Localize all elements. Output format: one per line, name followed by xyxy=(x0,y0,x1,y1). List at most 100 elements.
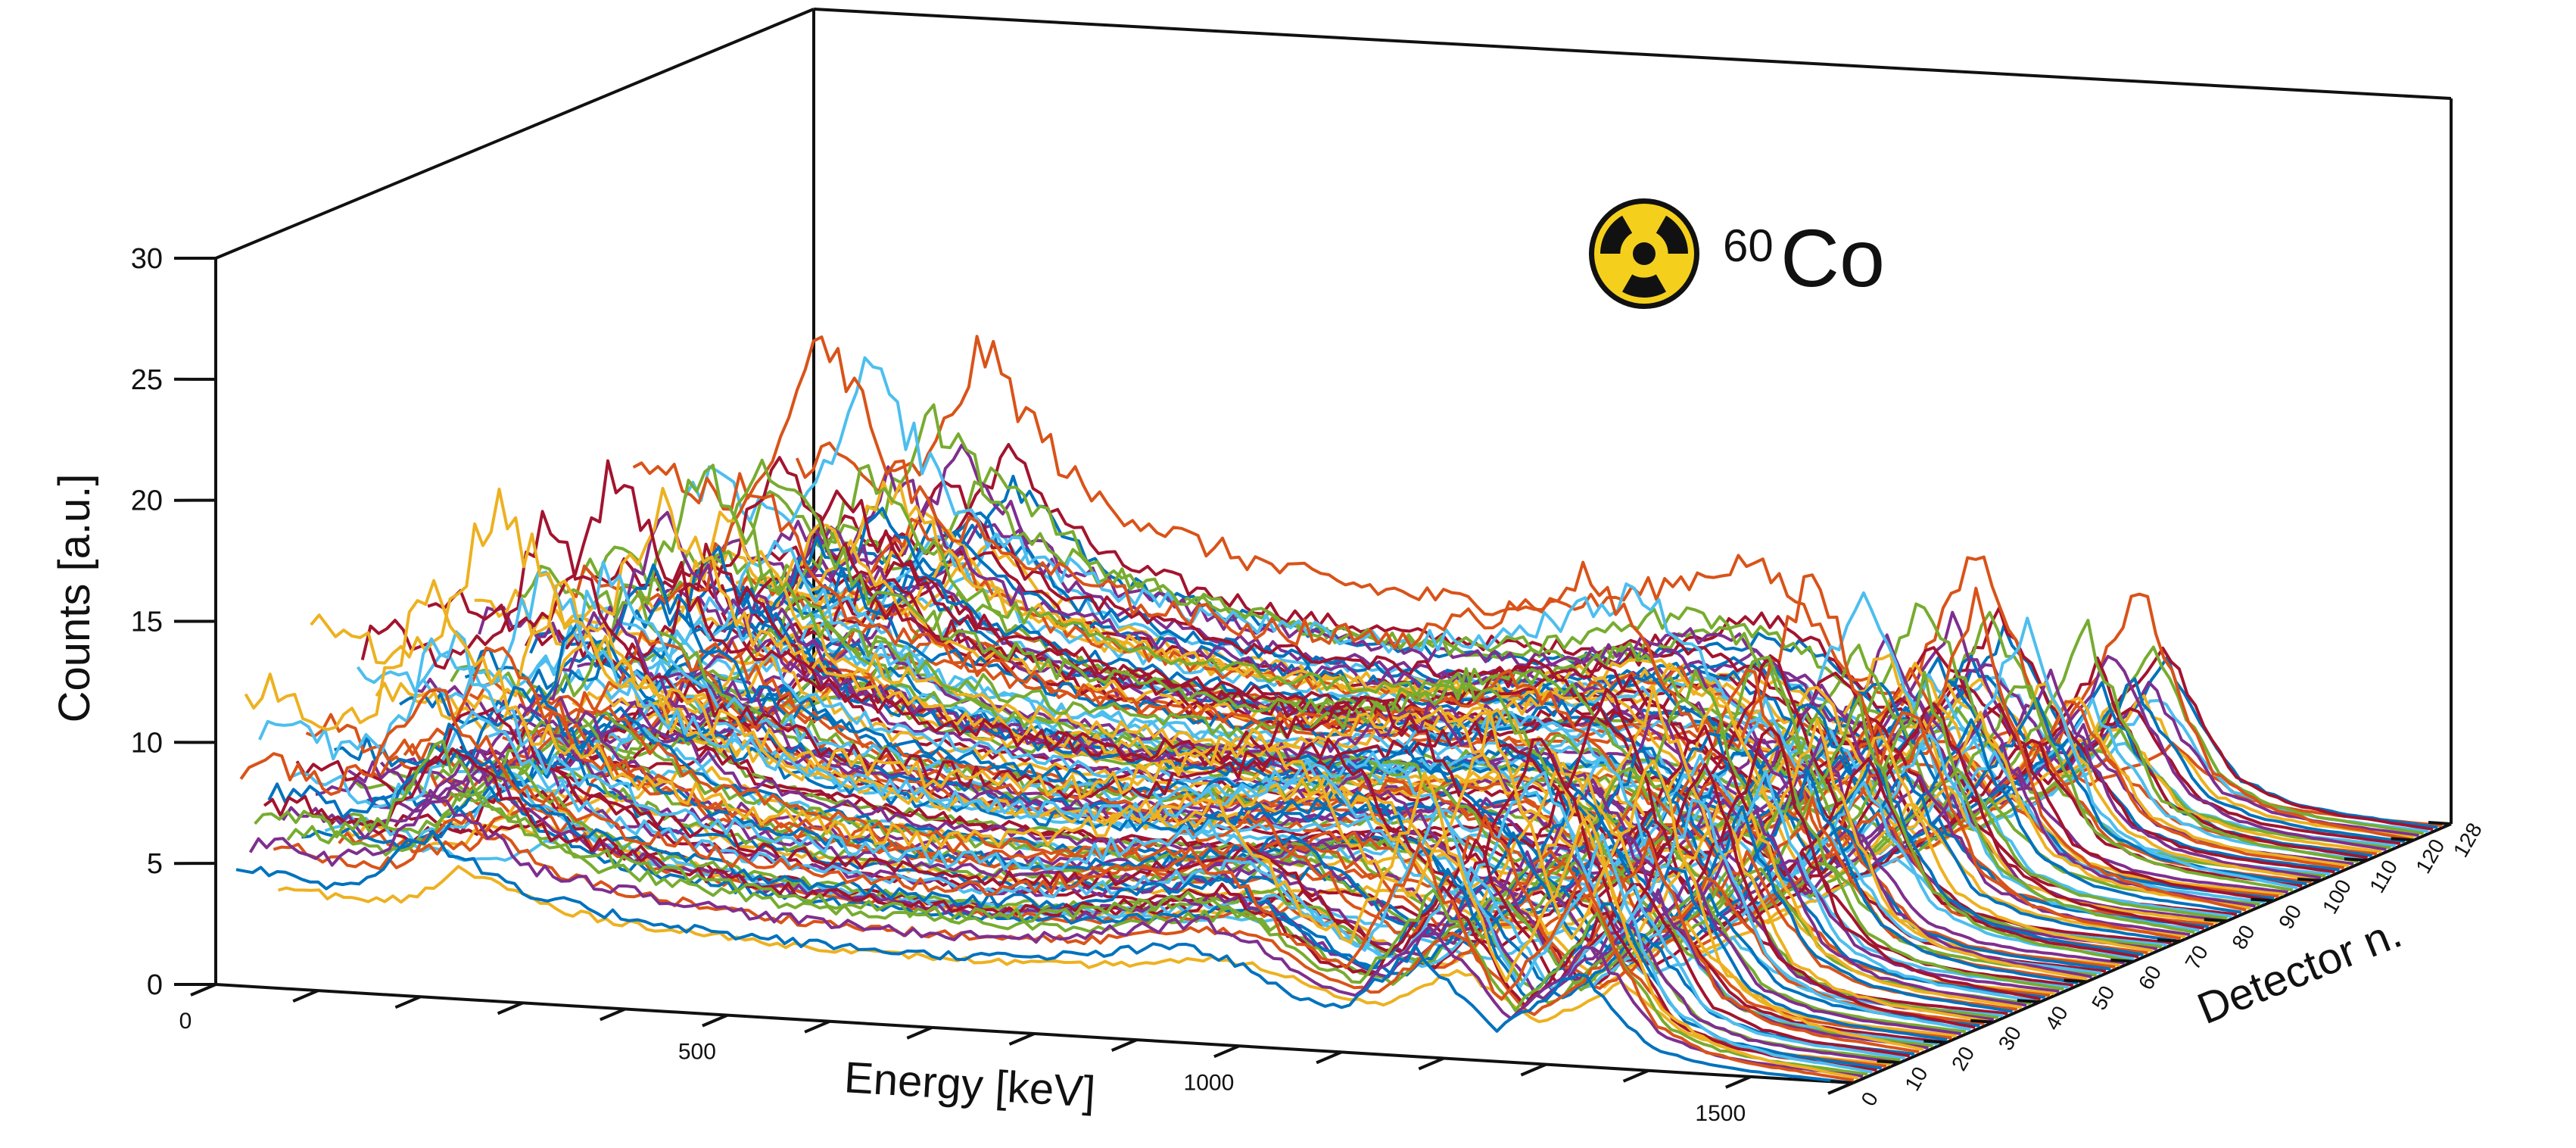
z-tick-label: 20 xyxy=(131,485,163,517)
x-tick xyxy=(804,1019,830,1034)
x-tick xyxy=(1725,1075,1752,1089)
y-tick-label: 50 xyxy=(2087,981,2119,1013)
x-tick xyxy=(702,1013,728,1028)
spectrum-line xyxy=(427,459,2041,1001)
spectrum-line xyxy=(632,335,2247,912)
spectrum-line xyxy=(669,667,2284,896)
x-tick xyxy=(1213,1044,1240,1059)
x-tick xyxy=(1520,1062,1547,1077)
y-tick-label: 20 xyxy=(1947,1043,1979,1075)
z-tick-label: 25 xyxy=(131,364,163,396)
y-tick xyxy=(1830,1080,1854,1084)
y-tick-label: 70 xyxy=(2181,941,2213,973)
spectrum-line xyxy=(524,542,2139,959)
spectrum-line xyxy=(291,710,1905,1060)
spectrum-line xyxy=(795,335,2410,841)
y-tick-label: 128 xyxy=(2449,819,2487,861)
z-tick-label: 15 xyxy=(131,607,163,638)
spectrum-line xyxy=(366,742,1980,1028)
spectrum-line xyxy=(334,685,1948,1042)
radiation-trefoil-icon xyxy=(1589,198,1699,309)
x-tick xyxy=(190,983,216,997)
y-tick-label: 0 xyxy=(1856,1088,1883,1110)
y-axis-label: Detector n. xyxy=(2191,908,2408,1034)
y-tick xyxy=(2250,897,2274,903)
y-tick-label: 110 xyxy=(2365,856,2402,897)
spectrum-line xyxy=(790,511,2406,844)
x-tick xyxy=(1110,1038,1138,1052)
z-axis-label: Counts [a.u.] xyxy=(50,474,99,723)
z-tick-label: 30 xyxy=(131,243,163,275)
x-tick-label: 1500 xyxy=(1695,1101,1746,1126)
spectrum-line xyxy=(749,535,2363,862)
y-tick xyxy=(2428,821,2452,825)
spectrum-line xyxy=(683,356,2298,890)
y-tick xyxy=(2157,938,2181,943)
y-tick xyxy=(1970,1019,1994,1024)
spectrum-line xyxy=(379,697,1995,1022)
spectrum-line xyxy=(399,617,2013,1013)
spectrum-line xyxy=(267,722,1883,1070)
x-tick-label: 1000 xyxy=(1184,1070,1235,1095)
x-tick xyxy=(1418,1056,1445,1071)
x-axis-label: Energy [keV] xyxy=(843,1053,1096,1117)
y-tick-label: 120 xyxy=(2411,835,2449,878)
spectrum-line xyxy=(301,785,1915,1056)
x-axis-ticks: 0 500 1000 1500 xyxy=(179,983,1854,1126)
spectrum-line xyxy=(755,479,2368,859)
z-tick-label: 10 xyxy=(131,727,163,759)
y-tick xyxy=(2064,978,2087,984)
spectrum-line xyxy=(408,622,2023,1009)
x-tick-label: 0 xyxy=(179,1009,192,1034)
x-tick xyxy=(1622,1068,1649,1083)
y-tick-label: 60 xyxy=(2134,962,2166,994)
y-axis-line xyxy=(1852,822,2452,1084)
spectrum-line xyxy=(474,487,2088,981)
box-edge-left-top xyxy=(215,8,815,260)
spectrum-line xyxy=(413,611,2027,1007)
spectrum-line xyxy=(768,554,2382,853)
spectrum-line xyxy=(809,466,2424,835)
box-edge-back-top xyxy=(813,8,2452,100)
spectrum-line xyxy=(254,739,1868,1076)
y-tick-label: 100 xyxy=(2318,875,2356,918)
x-tick xyxy=(906,1026,933,1040)
spectrum-line xyxy=(248,799,1864,1078)
spectrum-line xyxy=(818,443,2434,831)
spectrum-line xyxy=(539,510,2154,953)
spectrum-line xyxy=(258,630,1873,1074)
spectrum-line xyxy=(566,493,2182,941)
x-tick xyxy=(1008,1032,1036,1046)
y-tick xyxy=(1877,1059,1900,1065)
y-tick-label: 10 xyxy=(1900,1062,1932,1094)
spectrum-line xyxy=(263,747,1877,1072)
y-tick-label: 90 xyxy=(2274,901,2306,933)
x-tick xyxy=(394,995,422,1009)
spectrum-line xyxy=(422,560,2036,1003)
x-tick xyxy=(600,1007,626,1022)
spectrum-line xyxy=(805,522,2419,838)
spectrum-line xyxy=(502,677,2116,969)
x-tick xyxy=(1316,1050,1342,1065)
spectra-group xyxy=(235,335,2443,1084)
spectrum-line xyxy=(744,403,2359,863)
spectrum-line xyxy=(239,688,1855,1082)
x-tick xyxy=(1827,1081,1854,1095)
x-tick xyxy=(292,989,319,1003)
z-tick-label: 5 xyxy=(147,848,163,880)
y-tick-label: 30 xyxy=(1994,1022,2026,1054)
isotope-annotation: 60 Co xyxy=(1589,198,1885,309)
y-tick-label: 80 xyxy=(2227,921,2259,953)
spectrum-line xyxy=(787,548,2401,845)
spectrum-line xyxy=(706,465,2322,880)
spectrum-line xyxy=(360,510,1976,1029)
spectrum-line xyxy=(244,579,1859,1080)
isotope-mass-number: 60 xyxy=(1723,220,1774,271)
spectrum-line xyxy=(310,488,1924,1052)
z-axis-ticks: 0 5 10 15 20 25 30 xyxy=(131,243,216,1001)
y-tick xyxy=(2204,918,2227,923)
spectrum-line xyxy=(459,703,2074,987)
y-tick xyxy=(2297,877,2321,882)
y-tick-label: 40 xyxy=(2040,1002,2072,1034)
